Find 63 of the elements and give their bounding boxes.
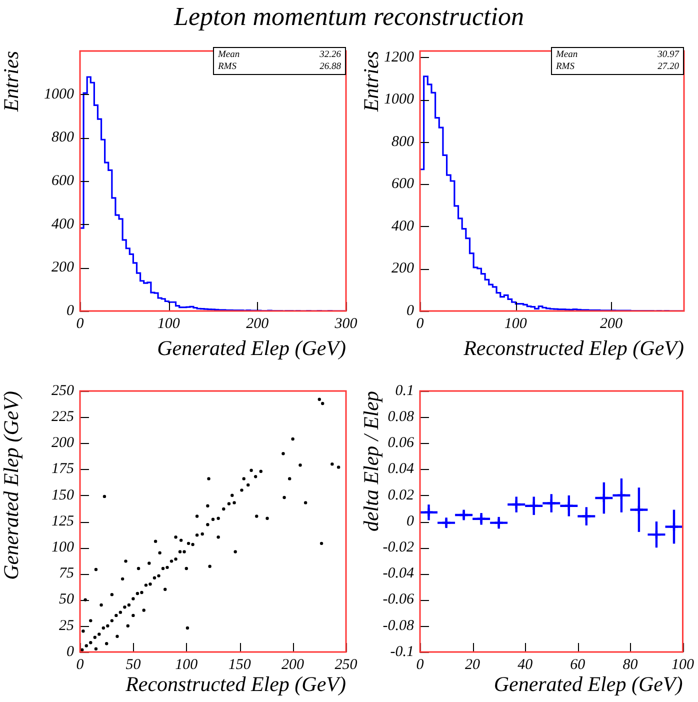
- y-tick-label: 600: [392, 176, 414, 192]
- y-tick-label: 800: [392, 134, 414, 150]
- x-axis-title: Reconstructed Elep (GeV): [124, 672, 346, 696]
- y-tick-label: 75: [59, 566, 74, 582]
- y-tick-label: 800: [52, 130, 74, 146]
- y-tick-label: -0.06: [382, 592, 414, 608]
- y-axis-title: Entries: [0, 51, 24, 113]
- x-tick-label: 40: [518, 656, 534, 673]
- y-tick-label: 225: [52, 409, 74, 426]
- chart-title: Lepton momentum reconstruction: [172, 2, 525, 32]
- y-tick-label: 250: [52, 382, 74, 399]
- y-tick-label: 175: [52, 461, 74, 478]
- y-tick-label: 200: [392, 260, 414, 277]
- x-tick-label: 200: [600, 316, 624, 332]
- y-tick-label: 1200: [384, 49, 414, 66]
- x-tick-label: 150: [228, 656, 252, 673]
- x-tick-label: 100: [157, 316, 180, 332]
- annotation: Mean 32.26: [218, 49, 341, 61]
- x-tick-label: 100: [504, 316, 528, 332]
- y-tick-label: -0.04: [382, 566, 414, 582]
- y-axis-title: Entries: [359, 51, 384, 113]
- x-tick-label: 200: [282, 656, 305, 673]
- x-tick-label: 80: [622, 656, 638, 673]
- y-tick-label: 0: [406, 302, 414, 319]
- y-tick-label: 150: [52, 487, 74, 504]
- y-tick-label: 400: [392, 218, 414, 234]
- y-tick-label: 0.04: [388, 461, 414, 478]
- x-tick-label: 300: [334, 316, 358, 332]
- y-tick-label: 0: [66, 302, 74, 319]
- y-tick-label: 200: [52, 435, 74, 452]
- y-tick-label: 0.08: [388, 409, 414, 426]
- y-tick-label: 100: [52, 540, 74, 556]
- y-axis-title: delta Elep / Elep: [359, 391, 384, 532]
- x-axis-title: Generated Elep (GeV): [494, 672, 683, 696]
- x-tick-label: 100: [175, 656, 198, 673]
- y-tick-label: -0.1: [390, 644, 414, 660]
- x-tick-label: 200: [246, 316, 270, 332]
- y-tick-label: 125: [52, 513, 74, 530]
- annotation: Mean 30.97: [556, 49, 679, 61]
- y-tick-label: 50: [59, 592, 74, 608]
- annotation: RMS 27.20: [556, 61, 679, 73]
- y-tick-label: 0: [406, 513, 414, 530]
- x-tick-label: 100: [672, 656, 694, 673]
- x-axis-title: Generated Elep (GeV): [157, 336, 346, 360]
- x-tick-label: 60: [570, 656, 586, 673]
- y-tick-label: 1000: [384, 92, 414, 108]
- y-tick-label: 1000: [44, 86, 74, 102]
- x-tick-label: 50: [126, 656, 142, 673]
- y-tick-label: -0.08: [382, 618, 414, 634]
- y-tick-label: 600: [52, 172, 74, 189]
- y-axis-title: Generated Elep (GeV): [0, 390, 24, 580]
- y-tick-label: 0.02: [388, 487, 414, 504]
- x-axis-title: Reconstructed Elep (GeV): [462, 336, 684, 360]
- x-tick-label: 250: [334, 656, 358, 673]
- y-tick-label: 0: [66, 644, 74, 660]
- y-tick-label: 25: [59, 618, 74, 634]
- annotation: RMS 26.88: [218, 61, 341, 73]
- y-tick-label: 400: [52, 216, 74, 232]
- y-tick-label: 200: [52, 260, 74, 276]
- y-tick-label: 0.06: [388, 435, 414, 452]
- x-tick-label: 20: [465, 656, 481, 673]
- y-tick-label: -0.02: [382, 540, 414, 556]
- y-tick-label: 0.1: [395, 382, 414, 399]
